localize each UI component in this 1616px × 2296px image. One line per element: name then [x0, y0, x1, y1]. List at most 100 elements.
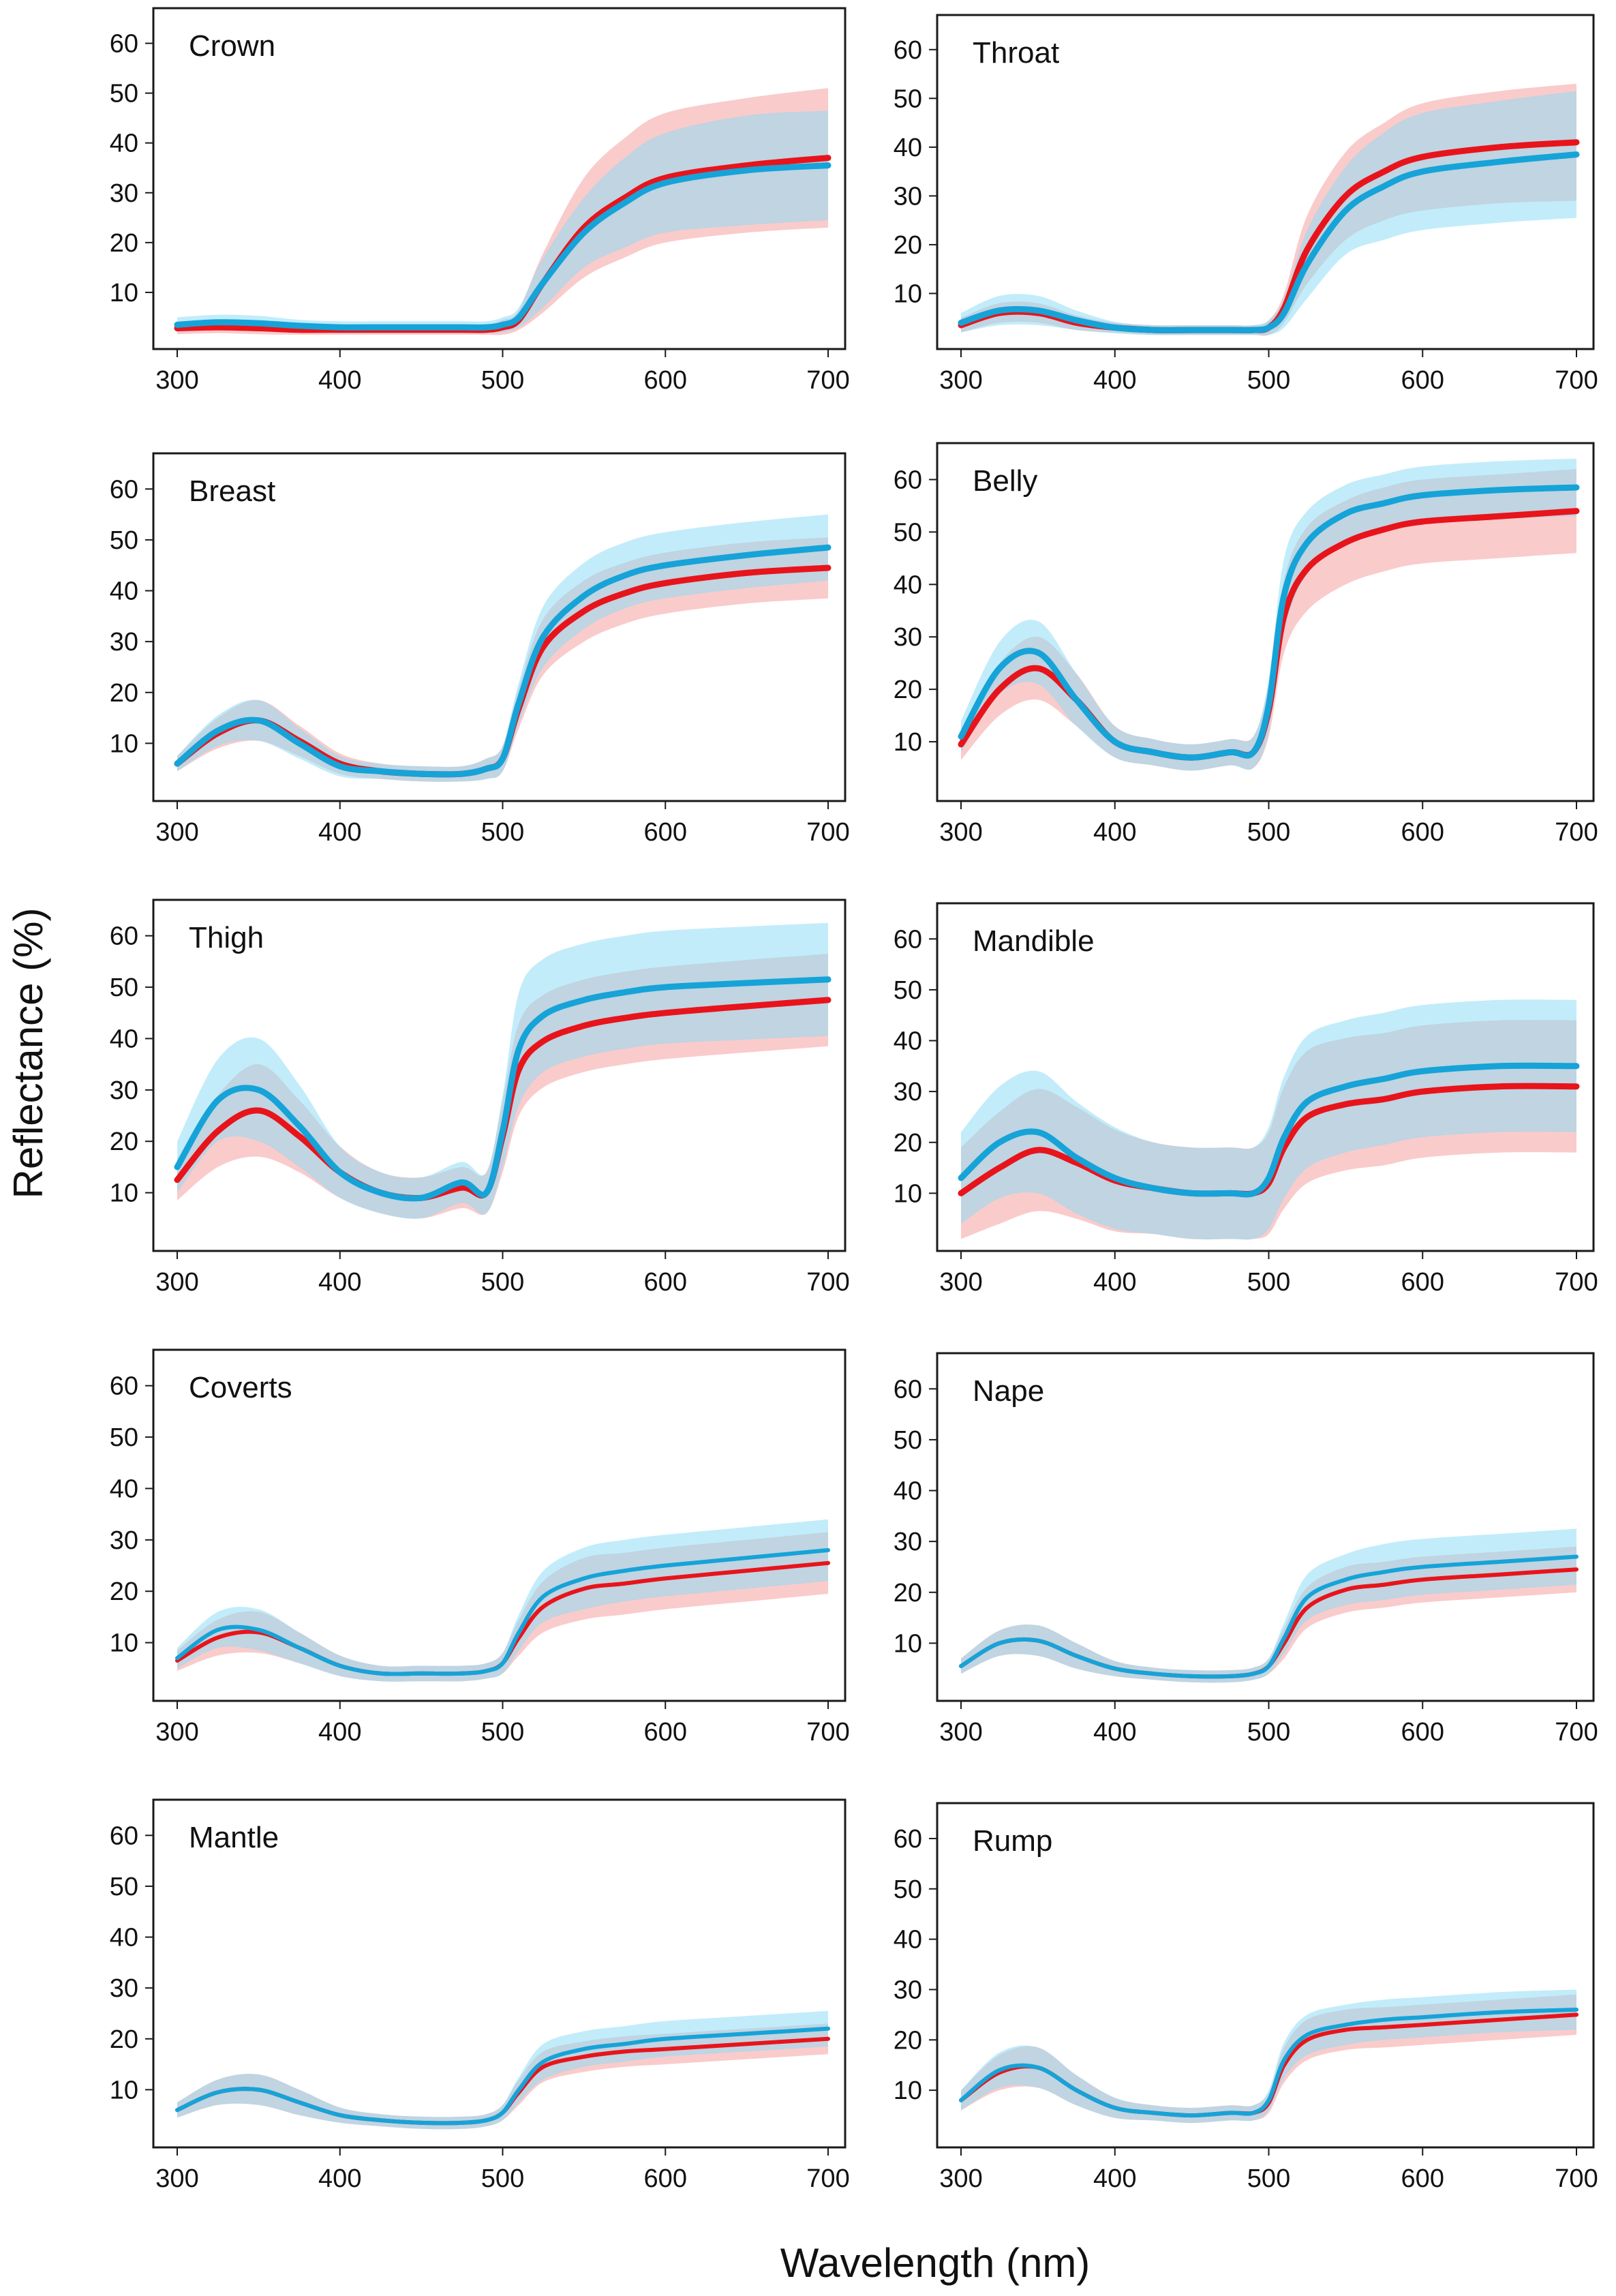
x-tick-label: 400: [318, 818, 361, 847]
series-band-blue: [177, 1519, 828, 1682]
y-tick-label: 20: [110, 1577, 138, 1606]
x-tick-label: 700: [806, 1268, 849, 1297]
x-tick-label: 700: [1555, 2164, 1598, 2193]
panel-title: Mantle: [189, 1821, 279, 1854]
x-tick-label: 500: [481, 1718, 524, 1747]
x-tick-label: 400: [1093, 2164, 1136, 2193]
series-line-blue: [958, 1062, 1580, 1198]
x-tick-label: 300: [939, 366, 982, 395]
y-tick-label: 50: [110, 1423, 138, 1452]
y-tick-label: 60: [110, 922, 138, 951]
y-tick-label: 50: [894, 518, 922, 547]
panel-frame: [936, 1802, 1595, 2149]
series-line-blue: [174, 976, 832, 1202]
y-tick-label: 60: [894, 36, 922, 65]
panel-nape: 10 20 30 40 50 60 300 400 500 600 700 Nape: [894, 1352, 1598, 1747]
series-band-blue: [961, 91, 1576, 336]
x-tick-label: 500: [1247, 2164, 1290, 2193]
y-tick-label: 30: [110, 1974, 138, 2003]
panel-throat: 10 20 30 40 50 60 300 400 500 600 700 Throat: [894, 14, 1598, 395]
y-tick-label: 30: [894, 1078, 922, 1106]
x-tick-label: 600: [644, 366, 687, 395]
series-band-red: [177, 537, 828, 782]
panel-title: Coverts: [189, 1371, 292, 1404]
panel-frame: [152, 1348, 847, 1702]
x-tick-label: 300: [939, 2164, 982, 2193]
x-tick-label: 500: [481, 818, 524, 847]
y-tick-label: 20: [110, 679, 138, 708]
series-line-blue: [174, 162, 832, 331]
y-tick-label: 40: [110, 577, 138, 606]
y-tick-label: 10: [894, 1179, 922, 1208]
y-tick-label: 40: [894, 1926, 922, 1954]
y-tick-label: 60: [894, 925, 922, 954]
panel-frame: [936, 14, 1595, 350]
series-line-blue: [958, 151, 1580, 333]
x-tick-label: 600: [644, 2164, 687, 2193]
panel-mandible: 10 20 30 40 50 60 300 400 500 600 700 Mandible: [894, 902, 1598, 1297]
y-tick-label: 20: [894, 676, 922, 704]
series-line-blue: [958, 484, 1580, 761]
y-tick-label: 40: [894, 1027, 922, 1056]
y-tick-label: 60: [110, 475, 138, 504]
x-tick-label: 600: [1401, 366, 1444, 395]
y-tick-label: 20: [110, 2025, 138, 2054]
x-tick-label: 400: [318, 1268, 361, 1297]
y-tick-label: 20: [894, 1129, 922, 1158]
series-band-blue: [177, 922, 828, 1219]
x-tick-label: 500: [481, 366, 524, 395]
x-tick-label: 600: [1401, 1718, 1444, 1747]
y-tick-label: 60: [894, 466, 922, 494]
panel-frame: [936, 902, 1595, 1252]
series-band-blue: [961, 1528, 1576, 1683]
x-tick-label: 600: [1401, 2164, 1444, 2193]
y-axis-title: Reflectance (%): [5, 908, 51, 1199]
x-tick-label: 700: [806, 818, 849, 847]
x-tick-label: 300: [155, 1268, 198, 1297]
y-tick-label: 30: [894, 1976, 922, 2004]
x-axis-title: Wavelength (nm): [780, 2240, 1091, 2286]
x-tick-label: 300: [155, 818, 198, 847]
x-tick-label: 700: [806, 366, 849, 395]
y-tick-label: 10: [894, 728, 922, 757]
y-tick-label: 40: [894, 134, 922, 162]
y-tick-label: 50: [110, 973, 138, 1002]
panel-frame: [936, 442, 1595, 802]
y-tick-label: 30: [110, 628, 138, 656]
x-tick-label: 400: [318, 2164, 361, 2193]
series-line-blue: [174, 544, 832, 778]
y-tick-label: 40: [110, 130, 138, 158]
x-tick-label: 500: [1247, 1718, 1290, 1747]
x-tick-label: 300: [155, 1718, 198, 1747]
x-tick-label: 400: [1093, 818, 1136, 847]
x-tick-label: 500: [1247, 818, 1290, 847]
panel-belly: 10 20 30 40 50 60 300 400 500 600 700 Belly: [894, 442, 1598, 847]
y-tick-label: 50: [110, 526, 138, 555]
y-tick-label: 10: [110, 1179, 138, 1208]
y-tick-label: 10: [110, 729, 138, 758]
y-tick-label: 50: [894, 976, 922, 1005]
y-tick-label: 40: [110, 1025, 138, 1053]
y-tick-label: 30: [110, 1076, 138, 1105]
series-line-blue: [959, 2008, 1579, 2118]
series-band-blue: [961, 458, 1576, 771]
panel-frame: [152, 452, 847, 802]
y-tick-label: 40: [894, 571, 922, 599]
y-tick-label: 20: [110, 229, 138, 258]
chart-panels: 10 20 30 40 50 60 300 400 500 600 700 Crown 10 20 30 40…: [110, 7, 1598, 2193]
x-tick-label: 400: [1093, 366, 1136, 395]
panel-thigh: 10 20 30 40 50 60 300 400 500 600 700 Thigh: [110, 898, 850, 1297]
panel-frame: [152, 898, 847, 1252]
y-tick-label: 60: [894, 1375, 922, 1404]
x-tick-label: 700: [1555, 818, 1598, 847]
y-tick-label: 60: [110, 1372, 138, 1401]
x-tick-label: 700: [1555, 1718, 1598, 1747]
series-band-red: [961, 469, 1576, 771]
y-tick-label: 10: [110, 1629, 138, 1658]
y-tick-label: 20: [894, 1579, 922, 1607]
panel-crown: 10 20 30 40 50 60 300 400 500 600 700 Crown: [110, 7, 850, 395]
x-tick-label: 500: [481, 1268, 524, 1297]
y-tick-label: 10: [110, 279, 138, 307]
x-tick-label: 500: [481, 2164, 524, 2193]
panel-frame: [152, 1798, 847, 2149]
